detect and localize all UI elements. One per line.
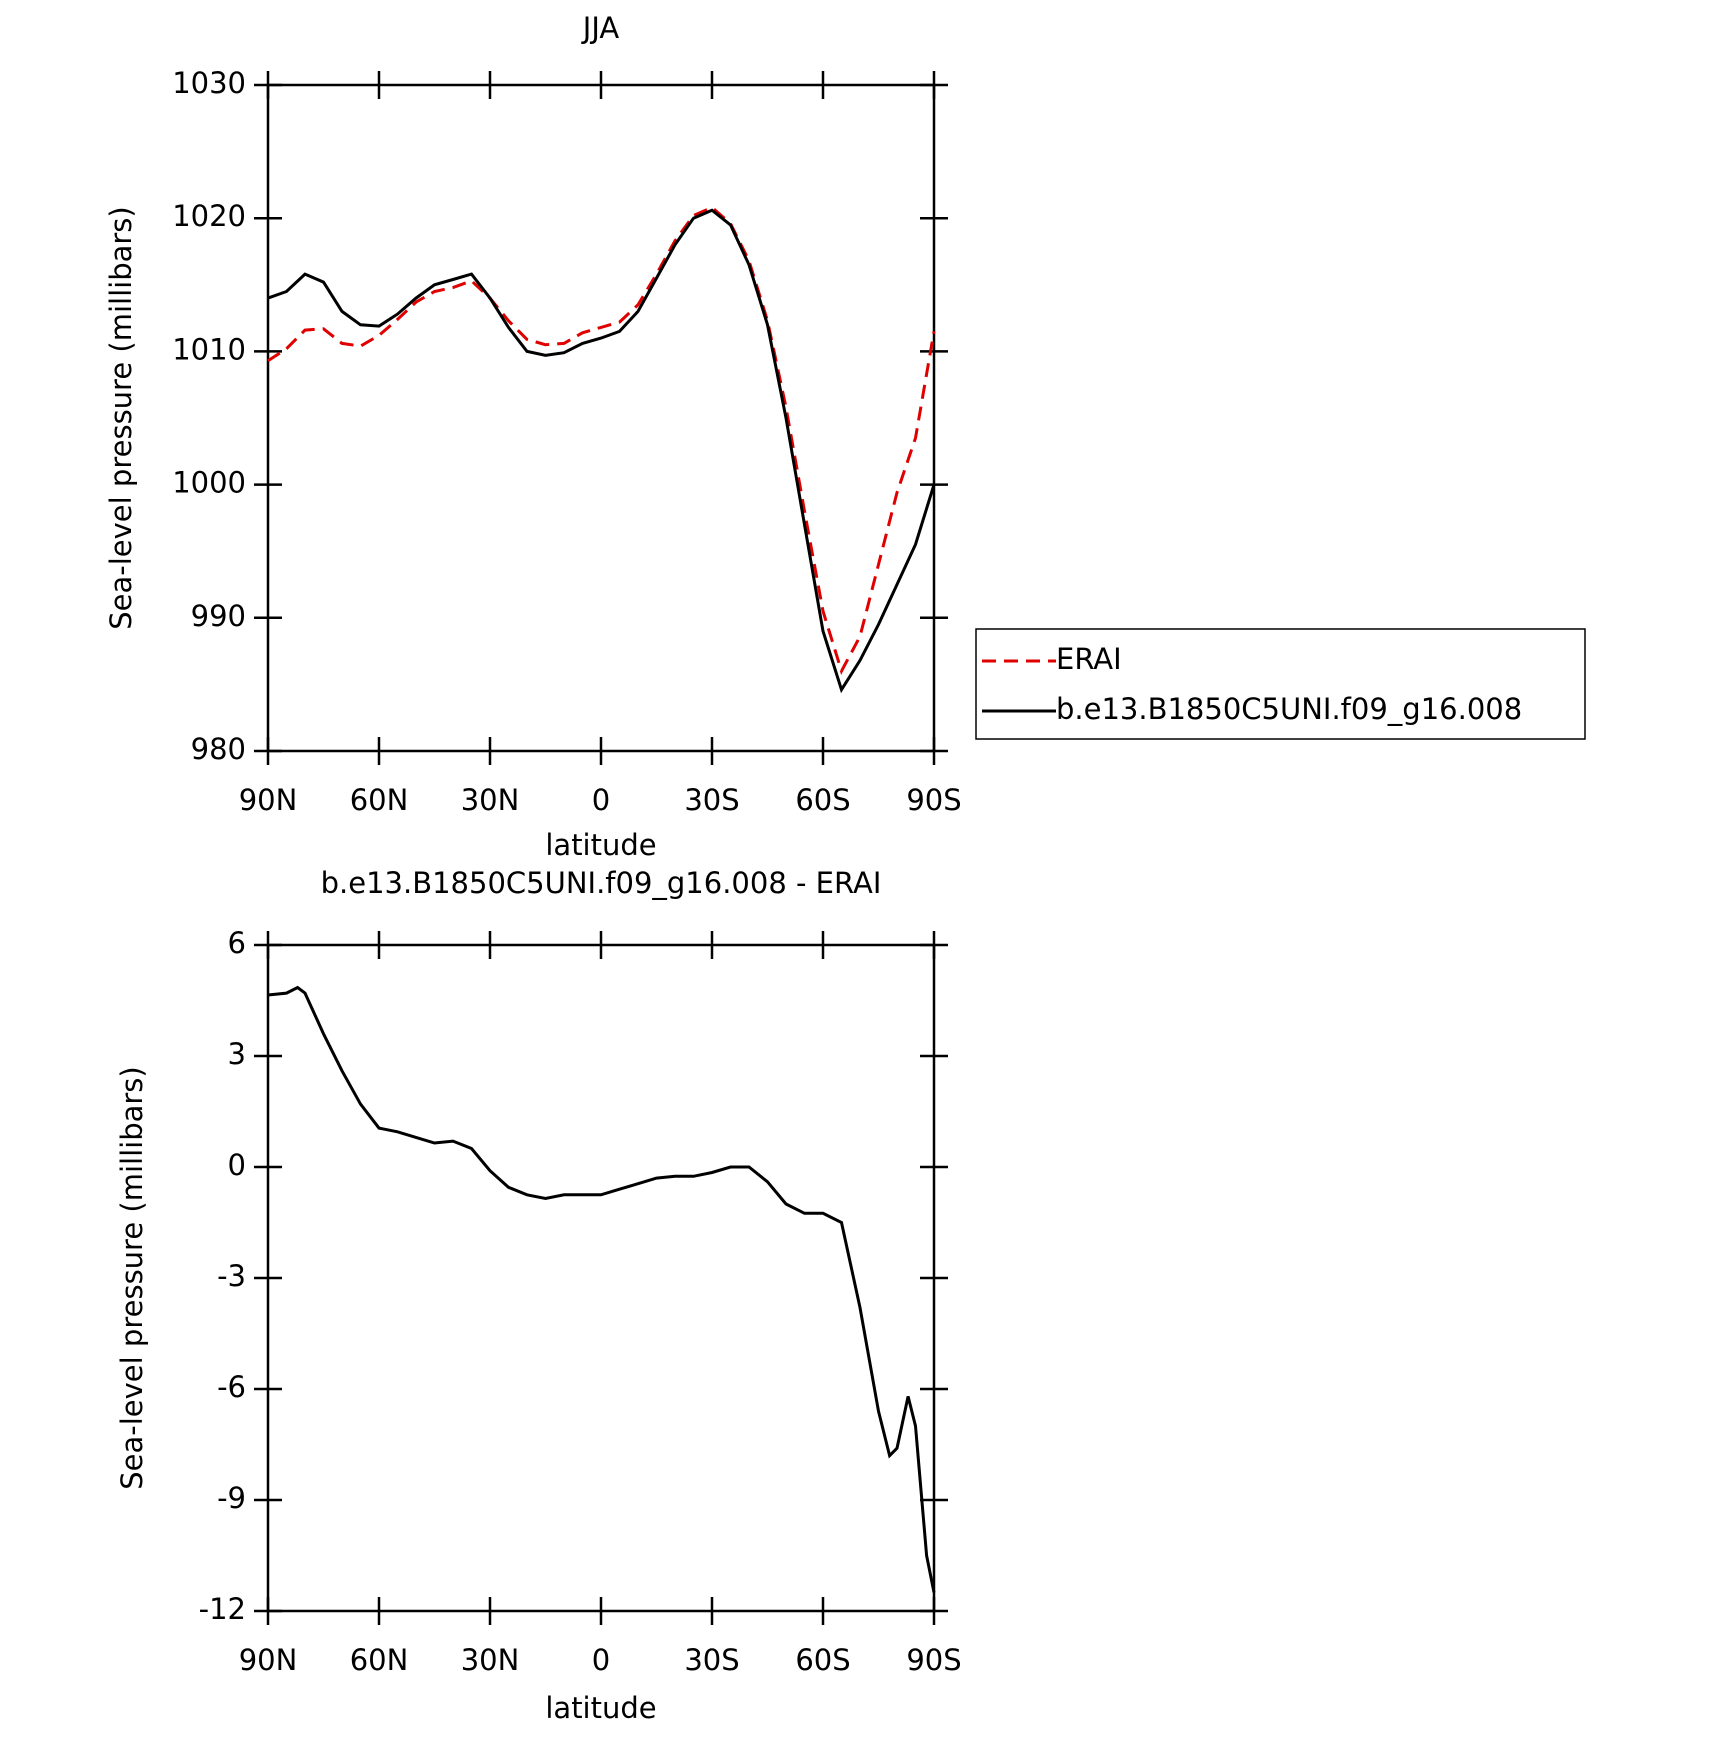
legend-label: b.e13.B1850C5UNI.f09_g16.008: [1056, 692, 1522, 726]
x-tick-label: 90S: [906, 1643, 961, 1677]
y-axis-label: Sea-level pressure (millibars): [115, 1066, 149, 1489]
legend-box: [975, 628, 1586, 740]
x-axis-label: latitude: [545, 828, 656, 862]
data-line: [267, 205, 936, 675]
x-tick-label: 30S: [684, 1643, 739, 1677]
x-tick-label: 0: [592, 1643, 610, 1677]
x-tick-label: 60S: [795, 783, 850, 817]
data-line: [267, 985, 936, 1593]
x-tick-label: 60N: [350, 783, 409, 817]
plot-frame: [266, 943, 936, 1613]
x-tick-label: 30N: [461, 783, 520, 817]
y-tick-label: -6: [217, 1370, 246, 1404]
y-tick-label: 1020: [172, 199, 246, 233]
y-tick-label: -9: [217, 1481, 246, 1515]
x-tick-label: 60S: [795, 1643, 850, 1677]
x-tick-label: 30S: [684, 783, 739, 817]
y-tick-label: 1010: [172, 332, 246, 366]
y-tick-label: 1030: [172, 66, 246, 100]
y-tick-label: 990: [191, 599, 246, 633]
x-tick-label: 90S: [906, 783, 961, 817]
y-axis-label: Sea-level pressure (millibars): [104, 206, 138, 629]
y-tick-label: 3: [228, 1037, 246, 1071]
x-tick-label: 30N: [461, 1643, 520, 1677]
x-axis-label: latitude: [545, 1691, 656, 1725]
y-tick-label: 1000: [172, 466, 246, 500]
x-tick-label: 0: [592, 783, 610, 817]
chart-title: b.e13.B1850C5UNI.f09_g16.008 - ERAI: [321, 866, 882, 900]
y-tick-label: 6: [228, 926, 246, 960]
x-tick-label: 90N: [239, 1643, 298, 1677]
x-tick-label: 90N: [239, 783, 298, 817]
x-tick-label: 60N: [350, 1643, 409, 1677]
chart-title: JJA: [581, 11, 620, 45]
y-tick-label: 980: [191, 732, 246, 766]
y-tick-label: 0: [228, 1148, 246, 1182]
legend-label: ERAI: [1056, 642, 1122, 676]
legend: ERAI b.e13.B1850C5UNI.f09_g16.008: [975, 628, 1586, 740]
y-tick-label: -12: [199, 1592, 246, 1626]
data-line: [267, 208, 936, 694]
y-tick-label: -3: [217, 1259, 246, 1293]
